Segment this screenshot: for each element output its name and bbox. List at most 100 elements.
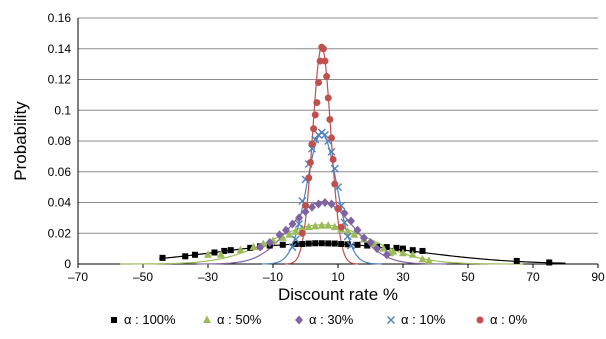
data-point xyxy=(211,249,218,256)
data-point xyxy=(308,202,316,212)
legend-label: α : 100% xyxy=(124,312,176,327)
gridlines xyxy=(78,17,598,234)
legend-label: α : 0% xyxy=(490,312,528,327)
data-point xyxy=(221,247,228,254)
data-point xyxy=(295,220,303,229)
data-point xyxy=(295,213,303,223)
legend-label: α : 10% xyxy=(401,312,446,327)
data-point xyxy=(344,241,351,248)
data-point xyxy=(400,245,406,252)
data-point xyxy=(282,225,290,235)
data-point xyxy=(383,244,390,251)
data-point xyxy=(324,221,333,229)
data-point xyxy=(317,221,326,229)
data-point xyxy=(310,125,318,133)
data-point xyxy=(353,225,362,235)
data-point xyxy=(314,199,323,209)
data-point xyxy=(334,205,342,213)
y-tick-label: 0 xyxy=(64,257,71,271)
legend-label: α : 50% xyxy=(217,312,262,327)
y-tick-label: 0.06 xyxy=(48,165,72,179)
x-tick-label: –50 xyxy=(133,270,153,284)
data-point xyxy=(288,219,297,229)
data-point xyxy=(288,243,297,252)
data-point xyxy=(354,241,361,248)
data-point xyxy=(328,134,335,142)
data-point xyxy=(326,115,334,123)
data-point xyxy=(327,199,336,209)
data-point xyxy=(366,237,375,247)
data-point xyxy=(340,208,349,218)
data-point xyxy=(513,257,520,264)
y-tick-label: 0.12 xyxy=(48,73,72,87)
data-point xyxy=(323,72,331,80)
data-point xyxy=(331,240,338,247)
y-tick-label: 0.14 xyxy=(48,42,72,56)
data-point xyxy=(311,111,319,119)
data-point xyxy=(256,242,264,252)
data-point xyxy=(298,229,306,237)
data-point xyxy=(324,94,332,102)
x-tick-label: –10 xyxy=(263,270,283,284)
data-point xyxy=(321,198,329,207)
data-point xyxy=(298,224,307,232)
legend-marker xyxy=(203,315,211,323)
data-point xyxy=(291,227,300,235)
data-point xyxy=(204,250,212,258)
data-point xyxy=(227,247,234,254)
x-tick-label: 90 xyxy=(591,270,605,284)
data-point xyxy=(321,57,329,65)
x-tick-label: –30 xyxy=(198,270,218,284)
data-point xyxy=(247,244,254,251)
data-point xyxy=(343,232,352,241)
data-point xyxy=(399,248,407,257)
data-point xyxy=(347,216,355,226)
data-point xyxy=(347,241,355,250)
data-point xyxy=(343,227,352,235)
data-point xyxy=(278,233,287,241)
data-point xyxy=(316,57,324,65)
legend-marker xyxy=(476,316,484,324)
legend-marker xyxy=(111,317,117,323)
data-points xyxy=(159,43,553,266)
y-tick-label: 0.02 xyxy=(48,226,72,240)
legend-marker xyxy=(295,315,303,325)
x-tick-label: 10 xyxy=(331,270,345,284)
y-axis-label: Probability xyxy=(11,101,30,181)
data-point xyxy=(379,244,388,252)
data-point xyxy=(350,230,359,238)
data-point xyxy=(382,250,391,260)
data-point xyxy=(182,253,189,260)
x-tick-label: –70 xyxy=(68,270,88,284)
data-point xyxy=(373,244,381,254)
data-point xyxy=(330,222,339,231)
data-point xyxy=(318,240,325,247)
data-point xyxy=(315,79,322,87)
data-point xyxy=(279,241,286,248)
data-point xyxy=(409,247,416,254)
data-point xyxy=(236,245,245,254)
data-point xyxy=(302,202,309,210)
data-point xyxy=(313,99,321,107)
data-point xyxy=(285,230,294,238)
data-point xyxy=(546,259,553,266)
data-point xyxy=(308,140,316,148)
data-point xyxy=(304,222,313,231)
data-point xyxy=(249,242,258,251)
legend-label: α : 30% xyxy=(309,312,354,327)
x-axis-label: Discount rate % xyxy=(278,285,398,304)
data-point xyxy=(360,233,368,243)
y-tick-label: 0.16 xyxy=(48,11,72,25)
y-tick-label: 0.08 xyxy=(48,134,72,148)
data-point xyxy=(311,221,320,230)
data-point xyxy=(337,223,345,231)
data-point xyxy=(338,241,345,248)
data-point xyxy=(217,250,225,258)
data-point xyxy=(419,247,426,254)
data-point xyxy=(393,244,400,251)
data-point xyxy=(291,235,300,244)
data-point xyxy=(159,254,166,261)
data-point xyxy=(306,159,314,167)
